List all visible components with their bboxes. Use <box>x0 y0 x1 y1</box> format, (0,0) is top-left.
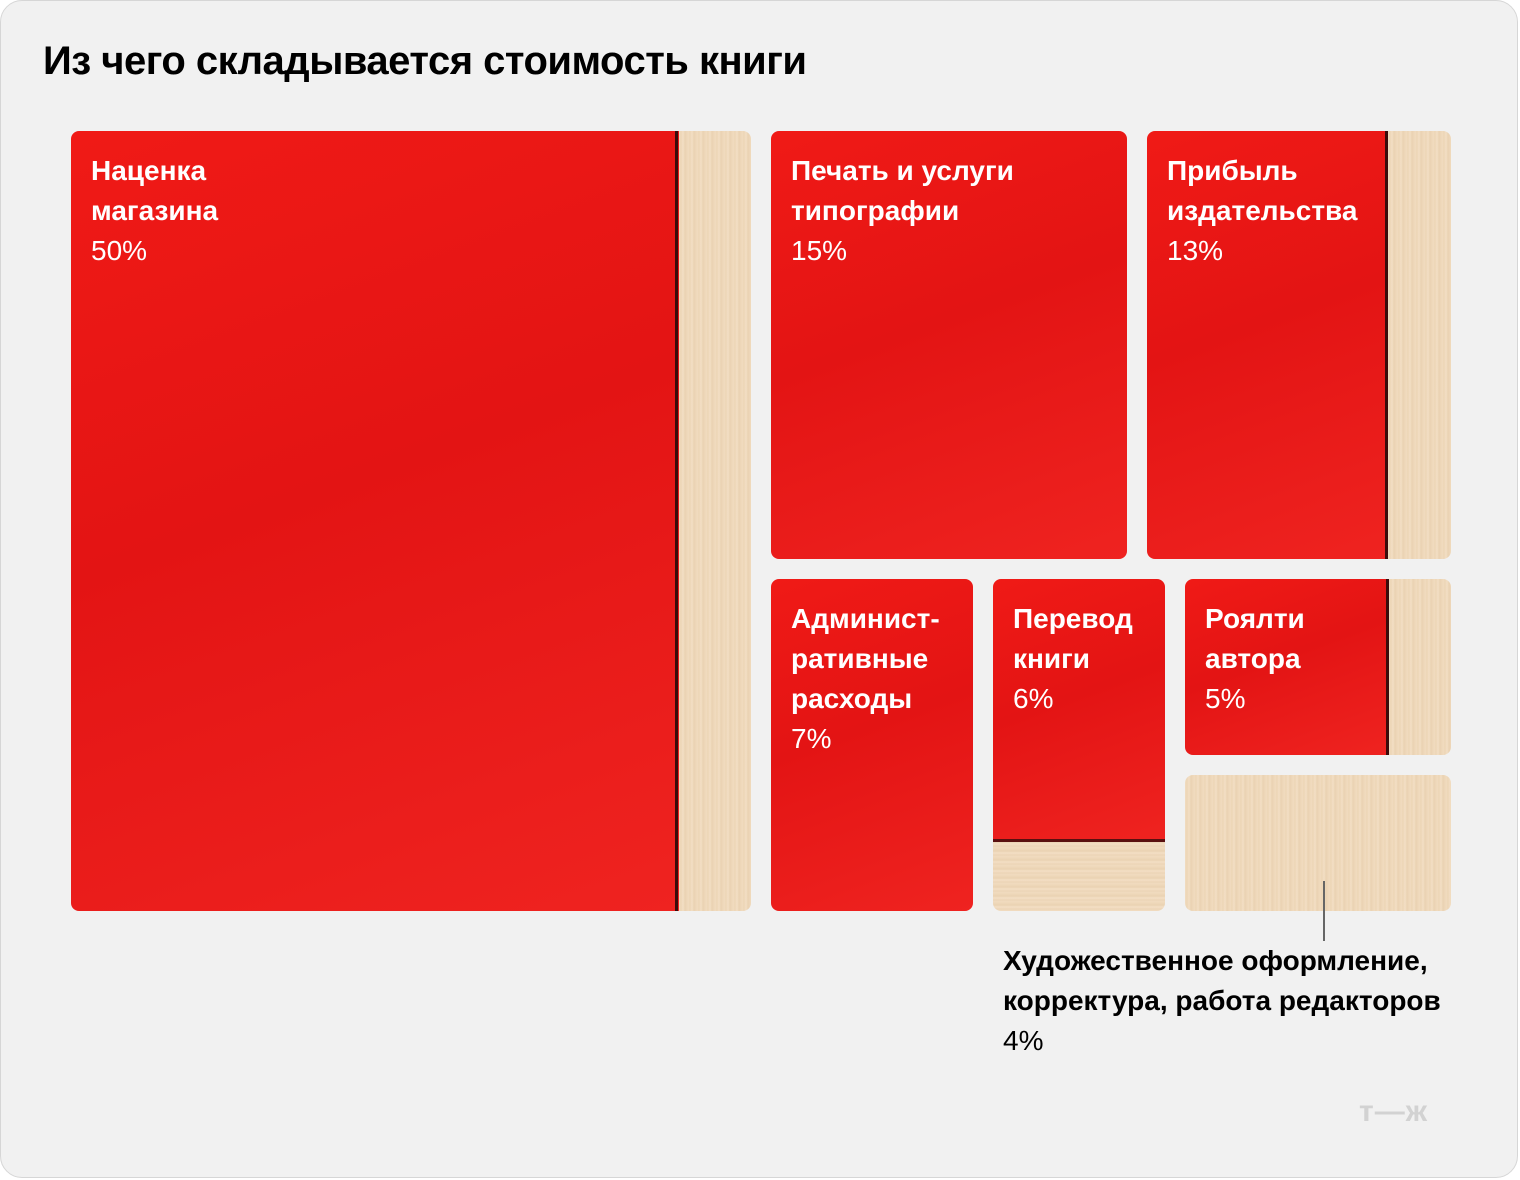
treemap-tile-printing: Печать и услуги типографии 15% <box>771 131 1127 559</box>
treemap-tile-store-markup: Наценка магазина 50% <box>71 131 751 911</box>
tile-label: Наценка магазина <box>91 155 219 226</box>
callout-label: Художественное оформление, корректура, р… <box>1003 945 1441 1016</box>
callout-design-editing: Художественное оформление, корректура, р… <box>1003 941 1441 1061</box>
treemap-tile-author-royalty: Роялти автора 5% <box>1185 579 1451 755</box>
tile-label: Роялти автора <box>1205 603 1305 674</box>
treemap-tile-publisher-profit: Прибыль издательства 13% <box>1147 131 1451 559</box>
callout-value: 4% <box>1003 1025 1044 1056</box>
tile-label: Печать и услуги типографии <box>791 155 1014 226</box>
tile-value: 13% <box>1167 235 1224 266</box>
tile-label: Перевод книги <box>1013 603 1133 674</box>
tile-value: 6% <box>1013 683 1054 714</box>
tile-value: 50% <box>91 235 148 266</box>
callout-leader-line <box>1323 881 1325 941</box>
treemap-tile-design-editing <box>1185 775 1451 911</box>
tile-value: 15% <box>791 235 848 266</box>
tile-label: Прибыль издательства <box>1167 155 1358 226</box>
tj-logo: т—ж <box>1359 1095 1428 1128</box>
chart-title: Из чего складывается стоимость книги <box>43 39 807 83</box>
tile-value: 7% <box>791 723 832 754</box>
tile-value: 5% <box>1205 683 1246 714</box>
treemap-tile-admin-costs: Админист- ративные расходы 7% <box>771 579 973 911</box>
tile-label: Админист- ративные расходы <box>791 603 940 714</box>
treemap-tile-translation: Перевод книги 6% <box>993 579 1165 911</box>
